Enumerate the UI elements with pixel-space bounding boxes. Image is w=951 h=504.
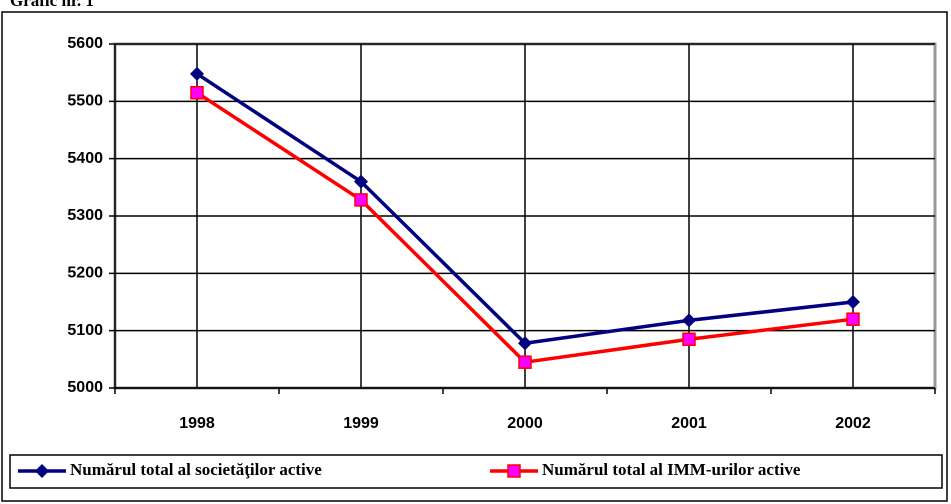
point [846,295,860,309]
legend-box [9,454,943,489]
x-tick-label: 2001 [671,415,707,432]
point [846,312,860,326]
point [518,336,532,351]
y-tick-label: 5300 [67,207,103,224]
y-tick-label: 5100 [67,322,103,339]
y-tick-label: 5500 [67,93,103,110]
legend-label: Numărul total al societăţilor active [70,460,322,479]
figure-title: Grafic nr. 1 [10,0,94,10]
y-tick-label: 5400 [67,150,103,167]
y-tick-label: 5600 [67,35,103,52]
point [507,464,521,478]
x-tick-label: 2002 [835,415,871,432]
point [190,66,204,81]
point [682,332,696,347]
y-tick-label: 5000 [67,379,103,396]
point [354,174,368,189]
point [35,464,49,478]
point [190,85,204,100]
point [354,193,368,207]
x-tick-label: 1998 [179,415,215,432]
x-tick-label: 2000 [507,415,543,432]
x-tick-label: 1999 [343,415,379,432]
point [518,355,532,369]
legend-label: Numărul total al IMM-urilor active [542,460,801,479]
point [682,313,696,328]
chart-frame [1,11,948,502]
y-tick-label: 5200 [67,265,103,282]
